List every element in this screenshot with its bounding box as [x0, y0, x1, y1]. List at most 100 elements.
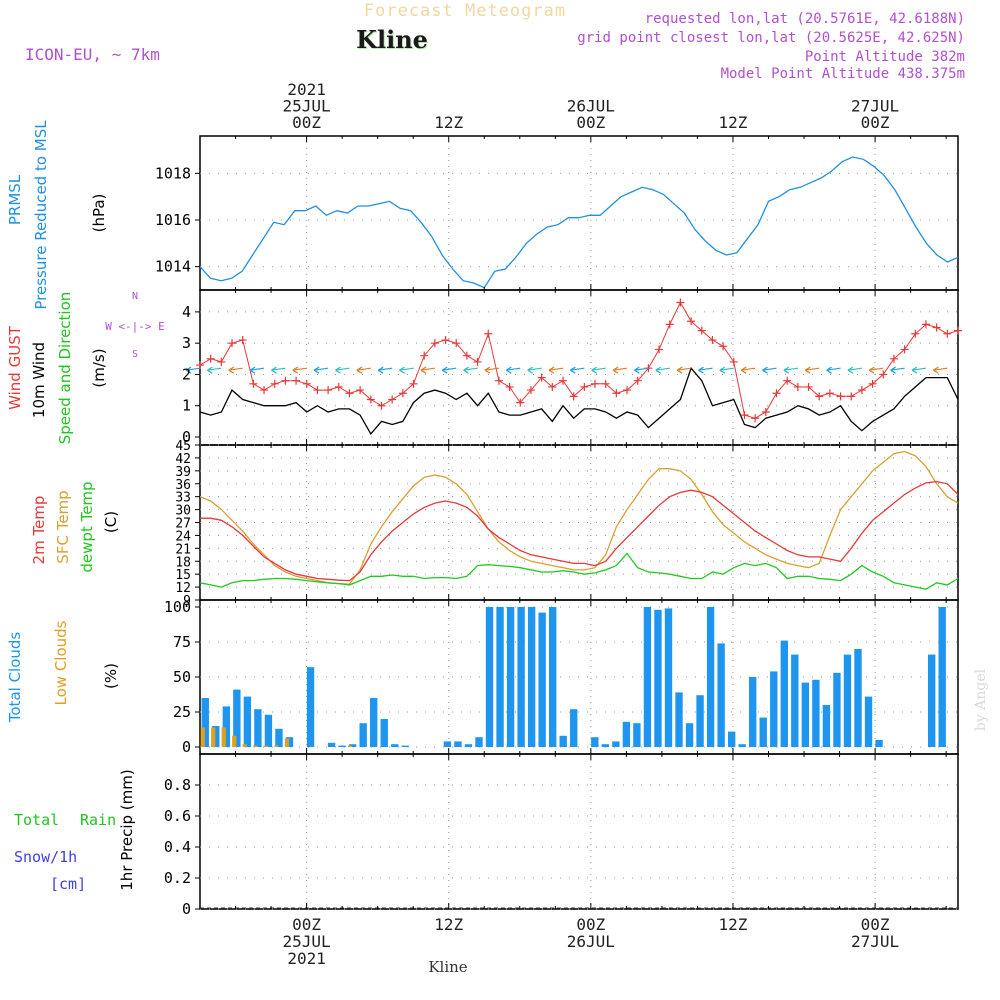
total-cloud-bar — [854, 649, 862, 747]
total-cloud-bar — [264, 714, 273, 747]
total-cloud-bar — [454, 741, 462, 747]
gust-marker — [452, 339, 461, 348]
clouds-unit: (%) — [102, 663, 120, 689]
wind-direction-arrow — [655, 366, 670, 374]
y-tick-label: 50 — [173, 668, 191, 686]
total-cloud-bar — [791, 654, 799, 747]
total-cloud-bar — [770, 671, 778, 747]
low-cloud-bar — [200, 727, 205, 747]
wind-direction-arrow — [313, 366, 329, 374]
gust-marker — [729, 357, 738, 366]
bottom-time-label: 2021 — [287, 949, 326, 968]
total-cloud-bar — [370, 698, 378, 747]
total-cloud-bar — [222, 706, 231, 747]
total-cloud-bar — [812, 679, 820, 747]
gust-marker — [665, 320, 674, 329]
y-tick-label: 75 — [173, 633, 191, 651]
total-cloud-bar — [380, 719, 388, 747]
gust-label: Wind GUST — [6, 325, 24, 410]
wind-direction-arrow — [335, 366, 350, 374]
point-altitude: Point Altitude 382m — [805, 49, 965, 65]
gust-marker — [281, 376, 290, 385]
pressure-label: PRMSL — [6, 174, 24, 225]
low-cloud-bar — [284, 738, 290, 747]
gust-marker — [526, 386, 535, 395]
gust-marker — [228, 339, 237, 348]
y-tick-label: 33 — [175, 491, 191, 506]
gust-marker — [196, 361, 204, 370]
gust-marker — [783, 376, 792, 385]
total-cloud-bar — [664, 608, 673, 747]
location-title: Kline — [356, 25, 428, 54]
gust-marker — [761, 407, 770, 416]
gust-marker — [857, 386, 866, 395]
wind-direction-arrow — [399, 366, 414, 374]
wind-direction-arrow — [890, 366, 905, 374]
y-tick-label: 42 — [175, 452, 191, 467]
low-clouds-label: Low Clouds — [52, 620, 70, 705]
gust-marker — [879, 370, 888, 379]
temp-2m-line — [200, 480, 959, 582]
snow-label: Snow/1h — [14, 848, 77, 866]
bottom-time-label: 00Z — [292, 915, 321, 934]
total-clouds-label: Total Clouds — [6, 632, 24, 724]
wind-gust-line — [199, 301, 959, 419]
gust-marker — [921, 320, 930, 329]
wind-direction-arrow — [762, 366, 777, 374]
top-time-label: 26JUL — [567, 97, 615, 116]
gust-marker — [334, 382, 343, 391]
temp-unit: (C) — [102, 511, 120, 533]
gust-marker — [751, 414, 760, 423]
y-tick-label: 3 — [182, 334, 191, 352]
wind-direction-arrow — [804, 366, 820, 374]
total-cloud-bar — [738, 744, 746, 747]
gust-marker — [655, 345, 664, 354]
gust-marker — [366, 395, 375, 404]
total-cloud-bar — [254, 709, 262, 747]
gust-marker — [398, 389, 407, 398]
low-cloud-bar — [221, 727, 226, 747]
compass-n: N — [132, 291, 138, 302]
bottom-time-label: 27JUL — [851, 932, 899, 951]
total-cloud-bar — [243, 696, 252, 747]
low-cloud-bar — [253, 745, 258, 747]
total-cloud-bar — [622, 721, 631, 747]
y-tick-label: 0 — [182, 738, 191, 756]
rain-label: Rain — [80, 811, 116, 829]
wind-direction-arrow — [570, 366, 585, 374]
y-tick-label: 27 — [175, 517, 191, 532]
total-cloud-bar — [401, 745, 409, 747]
gust-marker — [420, 351, 429, 360]
total-cloud-bar — [864, 696, 873, 747]
wind-direction-arrow — [847, 366, 862, 374]
total-cloud-bar — [391, 744, 399, 747]
total-cloud-bar — [833, 672, 841, 747]
gust-marker — [633, 376, 642, 385]
total-cloud-bar — [338, 745, 346, 747]
gust-marker — [548, 382, 557, 391]
wind-direction-arrow — [591, 366, 606, 374]
dewpt-label: dewpt Temp — [78, 481, 96, 572]
sfc-temp-line — [199, 450, 959, 585]
gust-marker — [430, 339, 439, 348]
gust-marker — [932, 323, 941, 332]
wind-direction-arrow — [271, 366, 286, 374]
gust-marker — [612, 389, 621, 398]
app-title: Forecast Meteogram — [364, 1, 566, 21]
y-tick-label: 25 — [173, 703, 191, 721]
gust-marker — [676, 298, 685, 307]
gust-marker — [324, 386, 333, 395]
wind-direction-arrow — [249, 366, 265, 374]
gust-marker — [494, 376, 503, 385]
gust-marker — [601, 379, 610, 388]
wind-direction-arrow — [356, 366, 371, 374]
wind-direction-arrow — [484, 366, 500, 374]
gust-marker — [623, 386, 632, 395]
y-tick-label: 21 — [175, 542, 191, 557]
bottom-time-label: 26JUL — [567, 932, 615, 951]
total-cloud-bar — [927, 654, 936, 747]
low-cloud-bar — [242, 744, 247, 747]
gust-marker — [793, 382, 802, 391]
precip-panel: 0 0.2 0.4 0.6 0.8 Total Rain Snow/1h [cm] — [14, 753, 959, 918]
